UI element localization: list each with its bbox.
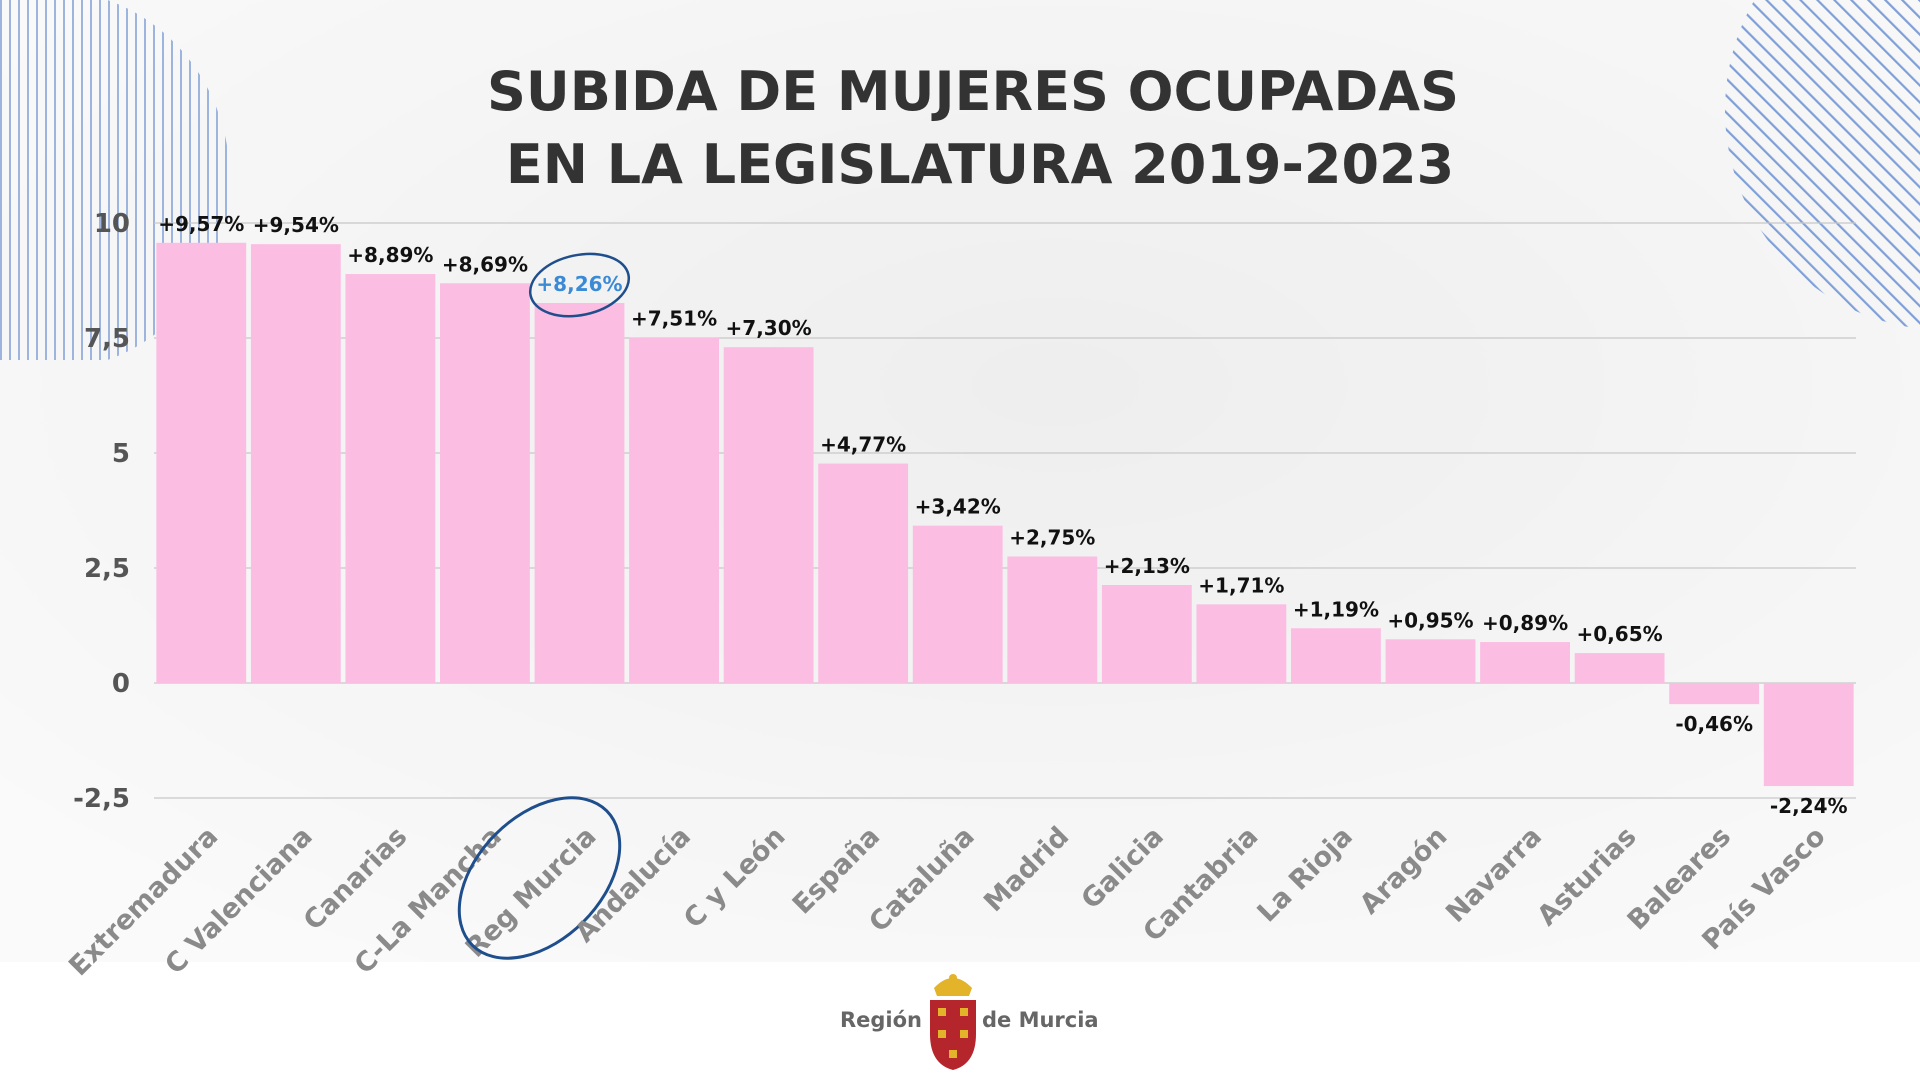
value-label: +2,75% (1009, 526, 1095, 550)
highlight-circle (528, 252, 631, 318)
footer-text: de Murcia (982, 1008, 1099, 1032)
value-label: -0,46% (1675, 712, 1753, 736)
bar (629, 337, 719, 683)
y-tick-label: 7,5 (84, 324, 130, 354)
footer-text: Región (840, 1008, 922, 1032)
bar (1291, 628, 1381, 683)
bar (1574, 653, 1665, 683)
value-label: +0,89% (1482, 611, 1568, 635)
value-label: +1,19% (1293, 597, 1379, 621)
y-tick-label: 5 (112, 439, 130, 469)
bar (1385, 639, 1476, 683)
value-label: +9,54% (253, 213, 339, 237)
bar (912, 525, 1003, 683)
bar (1763, 683, 1854, 787)
bar (1007, 556, 1098, 683)
y-tick-label: 10 (94, 209, 130, 239)
value-label: +3,42% (915, 495, 1001, 519)
value-label: +8,89% (347, 243, 433, 267)
value-label: +0,95% (1387, 608, 1473, 632)
value-label: +8,26% (536, 272, 622, 296)
chart-title: EN LA LEGISLATURA 2019-2023 (506, 133, 1454, 196)
value-label: +0,65% (1577, 622, 1663, 646)
value-label: +9,57% (158, 212, 244, 236)
value-label: +1,71% (1198, 573, 1284, 597)
bar (723, 347, 814, 683)
value-label: +8,69% (442, 252, 528, 276)
value-label: +2,13% (1104, 554, 1190, 578)
value-label: +7,51% (631, 307, 717, 331)
chart-title: SUBIDA DE MUJERES OCUPADAS (487, 60, 1459, 123)
bar (250, 244, 341, 683)
bar (345, 274, 436, 683)
bar (534, 303, 625, 683)
bar (1669, 683, 1760, 705)
value-label: +7,30% (726, 316, 812, 340)
y-tick-label: 2,5 (84, 554, 130, 584)
bar (1480, 642, 1570, 683)
bar (1196, 604, 1287, 683)
logo (930, 974, 976, 1070)
highlight-circle (457, 796, 622, 960)
bar (818, 463, 909, 683)
y-tick-label: 0 (112, 669, 130, 699)
value-label: +4,77% (820, 433, 906, 457)
bar (440, 283, 530, 683)
value-label: -2,24% (1770, 794, 1848, 818)
bar (1101, 585, 1192, 683)
bar (156, 242, 247, 683)
y-tick-label: -2,5 (73, 784, 130, 814)
